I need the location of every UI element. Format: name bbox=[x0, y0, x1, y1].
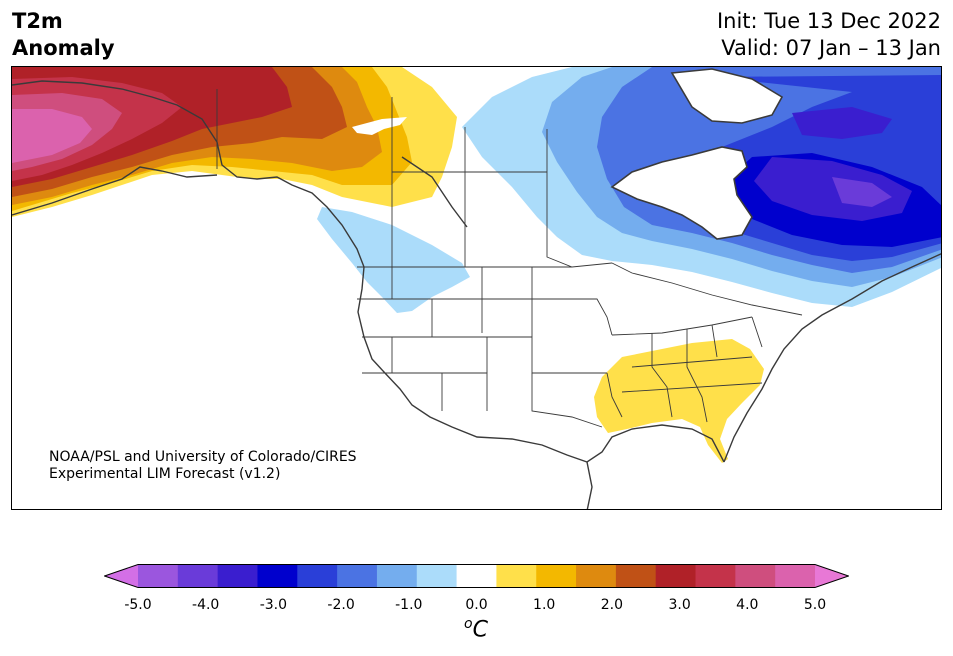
title-type: Anomaly bbox=[12, 36, 115, 60]
colorbar-tick-label: 5.0 bbox=[803, 597, 827, 613]
colorbar-extend-low bbox=[104, 564, 138, 588]
hudson-bay bbox=[610, 146, 753, 240]
colorbar-outline bbox=[104, 564, 849, 588]
colorbar-swatch bbox=[456, 564, 497, 588]
colorbar-swatch bbox=[416, 564, 458, 588]
colorbar-swatch bbox=[257, 564, 298, 588]
map-title: T2m Anomaly bbox=[12, 8, 115, 62]
arctic-water bbox=[670, 68, 784, 124]
credit-line-1: NOAA/PSL and University of Colorado/CIRE… bbox=[49, 449, 357, 465]
units-degree: o bbox=[464, 616, 473, 632]
colorbar-tick-label: 1.0 bbox=[533, 597, 556, 613]
coastlines bbox=[12, 80, 941, 509]
political-borders bbox=[216, 89, 803, 428]
colorbar-extend-high bbox=[815, 564, 849, 588]
colorbar-swatch bbox=[217, 564, 258, 588]
anomaly-region-se-0-5 bbox=[594, 339, 764, 463]
colorbar-swatch bbox=[337, 564, 378, 588]
colorbar-swatch bbox=[775, 564, 816, 588]
colorbar-tick-label: -1.0 bbox=[395, 597, 423, 613]
colorbar-swatch bbox=[615, 564, 657, 588]
colorbar-tick-label: -5.0 bbox=[124, 597, 152, 613]
colorbar-swatch bbox=[496, 564, 537, 588]
colorbar-tick-label: -3.0 bbox=[259, 597, 288, 613]
forecast-dates: Init: Tue 13 Dec 2022 Valid: 07 Jan – 13… bbox=[717, 8, 941, 62]
colorbar-tick-label: 3.0 bbox=[668, 597, 691, 613]
colorbar-swatch bbox=[138, 564, 179, 588]
init-date: Init: Tue 13 Dec 2022 bbox=[716, 9, 941, 33]
anomaly-map bbox=[11, 66, 942, 510]
valid-range: Valid: 07 Jan – 13 Jan bbox=[721, 36, 941, 60]
colorbar-units: oC bbox=[464, 616, 488, 642]
colorbar-swatch bbox=[655, 564, 697, 588]
anomaly-region-neg-0-5-west bbox=[317, 207, 470, 313]
anomaly-region-neg-3-5 bbox=[832, 177, 892, 207]
units-celsius: C bbox=[472, 617, 488, 643]
colorbar-swatch bbox=[376, 564, 418, 588]
colorbar-swatch bbox=[297, 564, 338, 588]
colorbar-tick-label: 2.0 bbox=[600, 597, 624, 613]
colorbar-swatch bbox=[576, 564, 617, 588]
lake-water bbox=[352, 117, 407, 135]
colorbar-tick-label: -4.0 bbox=[192, 597, 220, 613]
anomaly-region-4-0 bbox=[12, 109, 92, 163]
colorbar-swatch bbox=[177, 564, 219, 588]
colorbar-tick-label: 4.0 bbox=[736, 597, 759, 613]
colorbar-tick-label: -2.0 bbox=[327, 597, 355, 613]
colorbar bbox=[104, 564, 849, 588]
colorbar-swatch bbox=[695, 564, 736, 588]
anomaly-region-neg-3-0-north bbox=[792, 107, 892, 139]
colorbar-swatch bbox=[735, 564, 776, 588]
title-variable: T2m bbox=[12, 9, 63, 33]
credit-line-2: Experimental LIM Forecast (v1.2) bbox=[49, 466, 281, 482]
colorbar-tick-label: 0.0 bbox=[465, 597, 488, 613]
colorbar-swatch bbox=[536, 564, 577, 588]
credit-text: NOAA/PSL and University of Colorado/CIRE… bbox=[49, 449, 357, 483]
map-canvas bbox=[12, 67, 941, 509]
